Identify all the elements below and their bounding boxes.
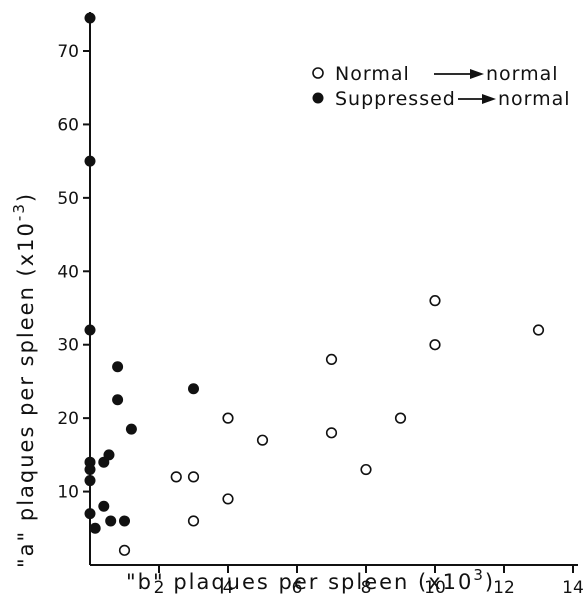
y-tick-label: 40: [57, 262, 79, 282]
legend-normal-arrow-icon: [434, 69, 484, 79]
suppressed-point: [105, 515, 117, 527]
normal-point: [118, 544, 131, 556]
x-axis-label: "b" plaques per spleen (x103): [126, 566, 495, 594]
legend-suppressed-label: Suppressed: [335, 88, 456, 110]
y-tick-label: 30: [57, 336, 79, 356]
y-axis-label-close: ): [14, 192, 38, 202]
suppressed-point: [84, 508, 96, 520]
suppressed-point: [125, 423, 137, 435]
normal-point: [325, 353, 338, 366]
y-axis-label-exponent: -3: [10, 202, 28, 221]
y-axis-label: "a" plaques per spleen (x10-3): [10, 192, 38, 568]
y-axis-label-main: "a" plaques per spleen (x10: [14, 221, 38, 568]
y-tick-label: 70: [57, 42, 79, 62]
normal-point: [429, 295, 441, 307]
x-tick-label: 8: [361, 578, 372, 596]
x-tick-label: 10: [424, 578, 446, 596]
normal-point: [325, 427, 338, 439]
suppressed-point: [98, 500, 110, 512]
legend-normal-marker: [312, 67, 324, 79]
suppressed-point: [84, 12, 96, 24]
suppressed-point: [112, 361, 124, 373]
suppressed-point: [119, 515, 130, 527]
y-tick-label: 50: [57, 189, 79, 209]
x-tick-label: 14: [562, 578, 584, 596]
y-tick-label: 60: [57, 115, 79, 135]
suppressed-point: [84, 324, 96, 336]
suppressed-point: [84, 464, 96, 476]
normal-point: [394, 412, 407, 424]
x-ticks: 2 4 6 8 10 12 14: [154, 565, 584, 596]
x-tick-label: 6: [292, 578, 303, 596]
x-tick-label: 12: [493, 578, 515, 596]
normal-point: [170, 471, 182, 483]
legend-normal-target: normal: [486, 63, 559, 85]
suppressed-point: [84, 155, 96, 167]
normal-point: [256, 434, 269, 446]
suppressed-point: [188, 383, 199, 395]
x-tick-label: 2: [154, 578, 165, 596]
legend: Normal normal Suppressed normal: [312, 63, 571, 110]
legend-suppressed-marker: [312, 92, 324, 104]
data-points: [84, 12, 545, 556]
y-ticks: 10 20 30 40 50 60 70: [57, 42, 90, 503]
legend-suppressed-target: normal: [498, 88, 571, 110]
suppressed-point: [112, 394, 124, 406]
x-tick-label: 4: [223, 578, 234, 596]
normal-point: [222, 493, 234, 505]
normal-point: [187, 515, 200, 527]
y-tick-label: 20: [57, 409, 79, 429]
suppressed-point: [103, 449, 115, 461]
normal-point: [222, 412, 234, 424]
suppressed-point: [89, 522, 101, 534]
x-axis-label-exponent: 3: [473, 566, 485, 584]
x-axis-label-main: "b" plaques per spleen (x10: [126, 570, 473, 594]
x-axis-label-close: ): [485, 570, 495, 594]
legend-normal-label: Normal: [335, 63, 410, 85]
legend-suppressed-arrow-icon: [458, 94, 496, 104]
normal-point: [532, 324, 545, 336]
normal-point: [429, 339, 441, 351]
suppressed-point: [84, 475, 96, 487]
y-tick-label: 10: [57, 483, 79, 503]
normal-point: [187, 471, 200, 483]
normal-point: [360, 463, 372, 476]
